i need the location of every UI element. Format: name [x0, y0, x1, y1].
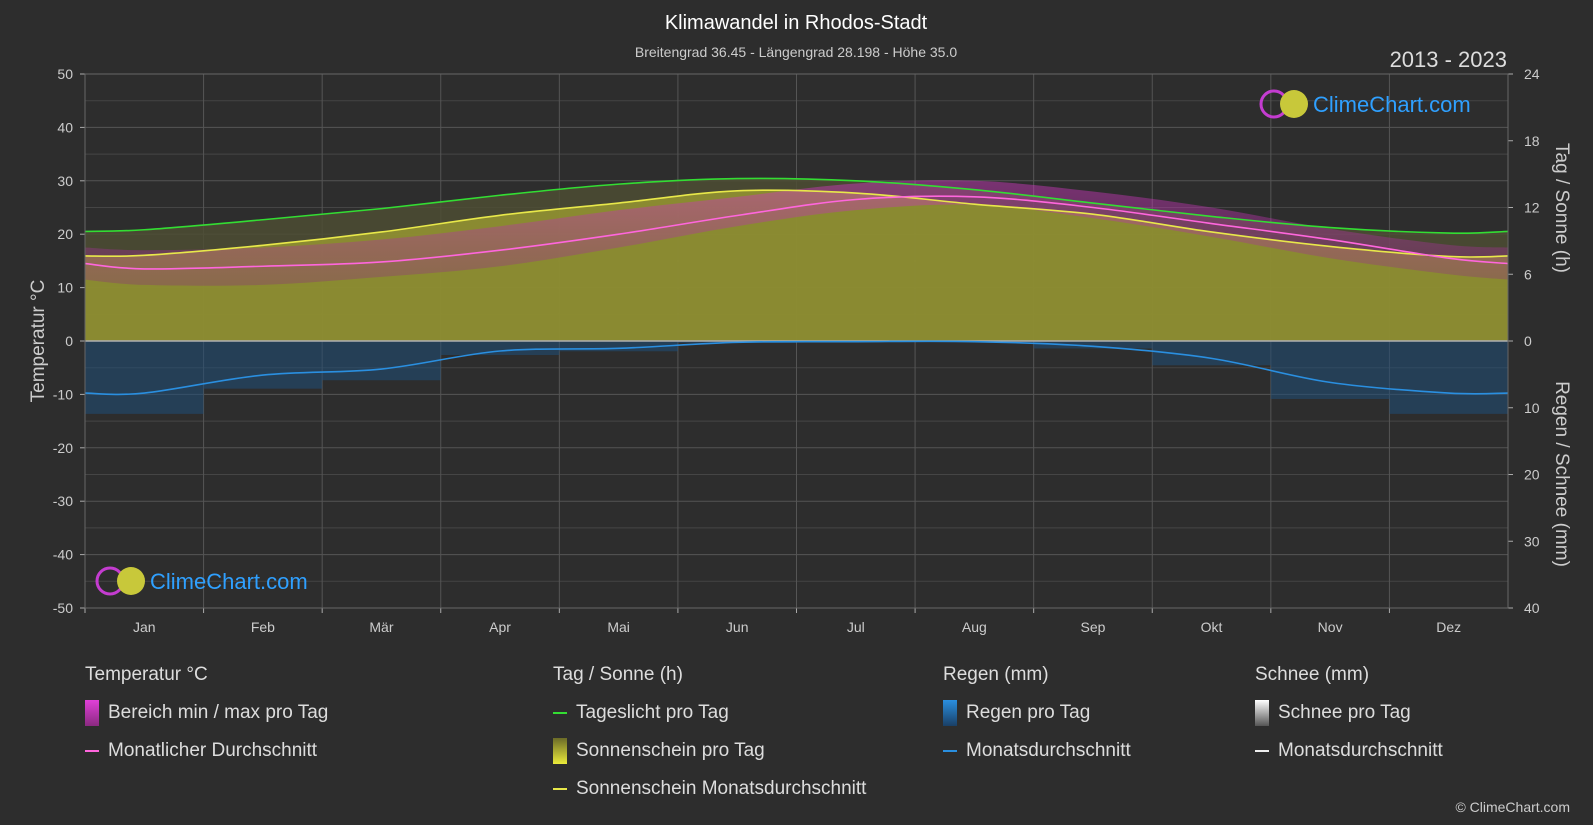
x-tick-label: Jul	[847, 619, 865, 635]
rain-area	[1270, 341, 1390, 399]
left-tick-label: -40	[53, 547, 73, 563]
right-tick-label: 6	[1524, 266, 1532, 282]
snow-swatch	[1255, 700, 1269, 726]
legend-item: Schnee pro Tag	[1255, 700, 1443, 726]
rain-area	[559, 341, 678, 352]
line-swatch	[943, 750, 957, 752]
left-axis-label: Temperatur °C	[28, 280, 49, 403]
x-tick-label: Mär	[369, 619, 393, 635]
x-tick-label: Jan	[133, 619, 156, 635]
legend-title: Schnee (mm)	[1255, 664, 1370, 685]
data-lines	[85, 177, 1508, 396]
left-tick-label: -10	[53, 386, 73, 402]
legend-item: Sonnenschein pro Tag	[553, 738, 866, 764]
right-tick-label: 10	[1524, 400, 1540, 416]
rain-area	[322, 341, 441, 381]
left-tick-label: 50	[57, 66, 73, 82]
logo-text: ClimeChart.com	[1313, 92, 1471, 117]
right-tick-label: 18	[1524, 133, 1540, 149]
legend-label: Tageslicht pro Tag	[576, 702, 729, 723]
legend-label: Regen pro Tag	[966, 702, 1091, 723]
rain-area	[1033, 341, 1153, 349]
x-tick-label: Aug	[962, 619, 987, 635]
legend-label: Schnee pro Tag	[1278, 702, 1411, 723]
range-swatch	[85, 700, 99, 726]
right-top-axis-label: Tag / Sonne (h)	[1551, 143, 1572, 273]
right-tick-label: 0	[1524, 333, 1532, 349]
left-tick-label: 10	[57, 280, 73, 296]
left-tick-label: 0	[65, 333, 73, 349]
rain-area	[85, 341, 204, 414]
legend-snow: Schnee (mm) Schnee pro Tag Monatsdurchsc…	[1255, 662, 1443, 776]
logo-sun-icon	[1280, 90, 1308, 118]
legend-item: Bereich min / max pro Tag	[85, 700, 328, 726]
rain-area	[440, 341, 560, 356]
x-tick-label: Dez	[1436, 619, 1461, 635]
x-tick-label: Feb	[251, 619, 275, 635]
temp-range-area	[85, 180, 1508, 286]
x-tick-label: Sep	[1080, 619, 1105, 635]
line-swatch	[553, 788, 567, 790]
axes: 50 40 30 20 10 0 -10 -20 -30 -40 -50 24 18 12 6 0 10 20 30…	[53, 66, 1540, 635]
sunshine-area	[85, 190, 1508, 341]
legend-item: Monatlicher Durchschnitt	[85, 738, 328, 764]
left-tick-label: -50	[53, 600, 73, 616]
left-tick-label: -20	[53, 440, 73, 456]
right-tick-label: 40	[1524, 600, 1540, 616]
sunshine-swatch	[553, 738, 567, 764]
copyright: © ClimeChart.com	[1455, 799, 1570, 815]
line-swatch	[85, 750, 99, 752]
legend-label: Sonnenschein Monatsdurchschnitt	[576, 778, 867, 799]
chart-title: Klimawandel in Rhodos-Stadt	[665, 12, 928, 34]
right-tick-label: 12	[1524, 200, 1540, 216]
x-tick-label: Mai	[607, 619, 630, 635]
right-tick-label: 24	[1524, 66, 1540, 82]
data-bands	[85, 178, 1508, 414]
logo-sun-icon	[117, 567, 145, 595]
legend-label: Monatsdurchschnitt	[966, 740, 1131, 761]
legend-sun: Tag / Sonne (h) Tageslicht pro Tag Sonne…	[553, 662, 866, 814]
right-tick-label: 30	[1524, 533, 1540, 549]
x-tick-label: Okt	[1201, 619, 1223, 635]
x-tick-label: Nov	[1318, 619, 1343, 635]
legend-item: Monatsdurchschnitt	[1255, 738, 1443, 764]
legend-item: Tageslicht pro Tag	[553, 700, 866, 726]
legend-temperature: Temperatur °C Bereich min / max pro Tag …	[85, 662, 328, 776]
daylight-line	[85, 177, 1508, 235]
x-tick-label: Jun	[726, 619, 749, 635]
legend-title: Temperatur °C	[85, 664, 208, 685]
legend-title: Tag / Sonne (h)	[553, 664, 683, 685]
left-tick-label: -30	[53, 493, 73, 509]
rain-area	[1389, 341, 1508, 414]
legend: Temperatur °C Bereich min / max pro Tag …	[0, 662, 1593, 802]
rain-avg-line	[85, 340, 1508, 396]
line-swatch	[553, 712, 567, 714]
logo-text: ClimeChart.com	[150, 569, 308, 594]
logo-top: ClimeChart.com	[1259, 89, 1471, 119]
legend-label: Monatsdurchschnitt	[1278, 740, 1443, 761]
left-tick-label: 20	[57, 226, 73, 242]
legend-item: Regen pro Tag	[943, 700, 1131, 726]
legend-rain: Regen (mm) Regen pro Tag Monatsdurchschn…	[943, 662, 1131, 776]
right-tick-label: 20	[1524, 467, 1540, 483]
legend-item: Monatsdurchschnitt	[943, 738, 1131, 764]
line-swatch	[1255, 750, 1269, 752]
plot-frame	[84, 73, 1509, 609]
legend-label: Bereich min / max pro Tag	[108, 702, 329, 723]
rain-swatch	[943, 700, 957, 726]
legend-label: Monatlicher Durchschnitt	[108, 740, 318, 761]
legend-label: Sonnenschein pro Tag	[576, 740, 765, 761]
left-tick-label: 40	[57, 119, 73, 135]
year-range: 2013 - 2023	[1390, 47, 1507, 72]
chart-subtitle: Breitengrad 36.45 - Längengrad 28.198 - …	[635, 44, 957, 60]
logo-bottom: ClimeChart.com	[95, 566, 308, 596]
left-tick-label: 30	[57, 173, 73, 189]
x-tick-label: Apr	[489, 619, 511, 635]
right-bottom-axis-label: Regen / Schnee (mm)	[1551, 381, 1572, 567]
legend-item: Sonnenschein Monatsdurchschnitt	[553, 776, 866, 802]
sunshine-avg-line	[85, 189, 1508, 258]
temp-avg-line	[85, 195, 1508, 270]
legend-title: Regen (mm)	[943, 664, 1049, 685]
